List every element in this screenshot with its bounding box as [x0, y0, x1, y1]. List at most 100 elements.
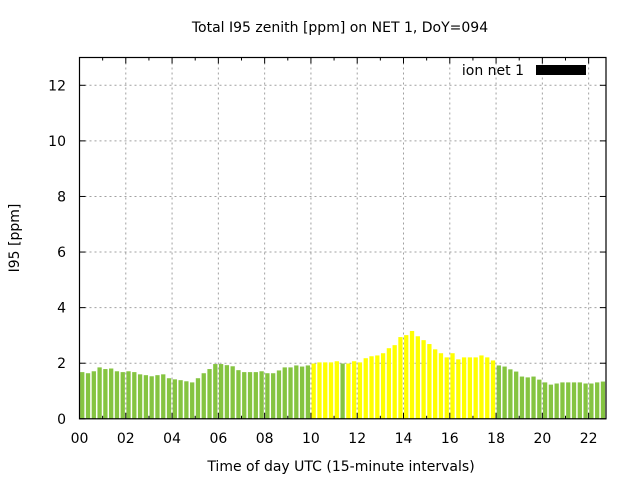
chart-title: Total I95 zenith [ppm] on NET 1, DoY=094	[191, 20, 488, 36]
bar	[427, 344, 432, 419]
bar	[259, 371, 264, 419]
x-tick-label: 04	[163, 431, 181, 447]
bar	[461, 357, 467, 419]
bar	[386, 348, 392, 419]
bar	[282, 367, 287, 419]
bar	[276, 370, 282, 419]
bar	[91, 371, 96, 419]
bar	[184, 381, 189, 419]
x-tick-label: 02	[117, 431, 135, 447]
bar	[224, 365, 230, 419]
bar	[548, 384, 554, 419]
bar	[392, 345, 397, 419]
bar	[218, 364, 224, 419]
bars	[80, 330, 606, 419]
bar	[438, 353, 444, 419]
bar	[311, 363, 316, 419]
bar	[85, 373, 91, 419]
bar	[595, 382, 600, 419]
bar	[103, 369, 108, 419]
bar	[375, 355, 380, 419]
bar	[525, 377, 530, 419]
bar	[242, 372, 247, 419]
bar	[236, 370, 241, 419]
bar	[207, 369, 212, 419]
bar	[247, 372, 253, 419]
bar	[271, 373, 276, 419]
bar	[485, 357, 490, 419]
bar	[583, 383, 588, 419]
bar	[444, 357, 449, 419]
bar	[537, 379, 542, 419]
bar	[126, 371, 131, 419]
bar	[508, 369, 513, 419]
x-tick-label: 12	[348, 431, 366, 447]
bar	[317, 362, 322, 419]
bar	[97, 367, 102, 419]
legend-swatch	[536, 65, 586, 75]
y-tick-label: 12	[48, 78, 66, 94]
bar	[554, 383, 559, 419]
y-tick-label: 4	[57, 301, 66, 317]
bar	[566, 382, 571, 419]
bar	[404, 335, 409, 419]
bar	[502, 366, 507, 419]
bar	[178, 380, 183, 419]
bar	[473, 357, 478, 419]
bar	[132, 372, 137, 419]
legend-label: ion net 1	[462, 63, 524, 79]
bar	[166, 378, 172, 419]
bar	[305, 365, 311, 419]
x-tick-label: 06	[209, 431, 227, 447]
bar	[433, 349, 438, 419]
bar	[409, 330, 415, 419]
bar	[600, 381, 606, 419]
bar	[80, 372, 85, 419]
bar	[577, 382, 582, 419]
bar	[195, 378, 201, 419]
x-tick-label: 10	[302, 431, 320, 447]
bar	[519, 376, 525, 419]
bar	[398, 337, 403, 419]
bar	[352, 361, 357, 419]
bar	[369, 356, 374, 419]
bar	[172, 379, 177, 419]
bar	[190, 382, 195, 419]
x-tick-label: 16	[441, 431, 459, 447]
bar	[380, 353, 386, 419]
bar	[201, 373, 206, 419]
y-tick-labels: 0 2 4 6 8 10 12	[48, 78, 66, 428]
x-tick-labels: 00 02 04 06 08 10 12 14 16 18 20 22	[71, 431, 598, 447]
x-tick-label: 22	[580, 431, 598, 447]
bar	[467, 357, 473, 419]
bar	[357, 362, 363, 419]
y-tick-label: 10	[48, 134, 66, 150]
bar	[421, 340, 426, 419]
bar	[213, 364, 218, 419]
bar	[542, 382, 548, 419]
bar	[143, 375, 149, 419]
bar	[155, 375, 160, 419]
bar	[253, 372, 258, 419]
x-tick-label: 14	[395, 431, 413, 447]
bar	[531, 376, 536, 419]
bar	[490, 360, 496, 419]
bar	[109, 368, 114, 419]
bar	[363, 358, 368, 419]
y-tick-label: 8	[57, 189, 66, 205]
bar	[450, 353, 455, 419]
plot-frame	[78, 56, 607, 420]
bar	[334, 361, 339, 419]
grid	[79, 57, 606, 419]
bar	[346, 363, 351, 419]
bar	[415, 336, 420, 419]
bar	[514, 371, 519, 419]
bar	[456, 359, 461, 419]
x-tick-label: 08	[256, 431, 274, 447]
bar	[265, 373, 270, 419]
y-axis-label: I95 [ppm]	[7, 204, 23, 273]
y-tick-label: 2	[57, 356, 66, 372]
bar	[328, 362, 334, 419]
bar	[120, 372, 125, 419]
